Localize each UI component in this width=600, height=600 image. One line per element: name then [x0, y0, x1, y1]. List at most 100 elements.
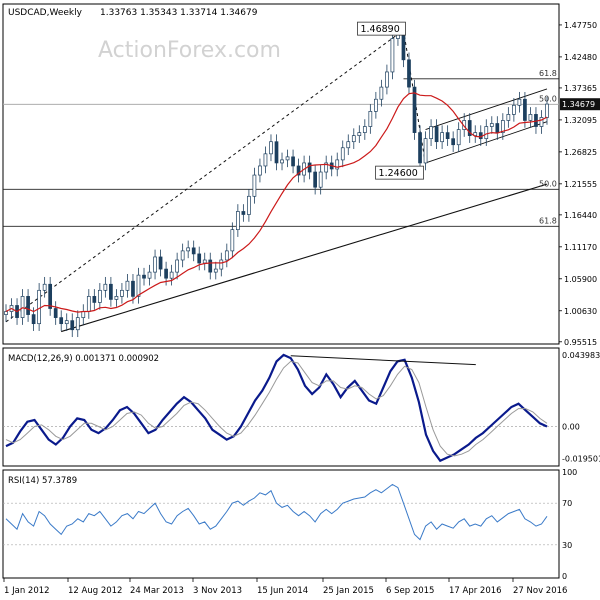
x-axis-label: 1 Jan 2012 — [4, 586, 50, 596]
candle-body — [247, 195, 251, 215]
candle-body — [313, 171, 317, 188]
candle-body — [473, 132, 478, 136]
watermark: ActionForex.com — [98, 38, 281, 63]
candle-body — [517, 98, 522, 106]
dashed-trendline — [5, 29, 404, 323]
candle-body — [285, 156, 290, 161]
price-axis-label: 1.37365 — [564, 84, 597, 93]
candle-body — [412, 86, 417, 133]
candle-body — [429, 126, 433, 140]
rsi-label: RSI(14) 57.3789 — [8, 476, 77, 486]
candle-body — [456, 129, 461, 146]
candle-body — [495, 123, 500, 133]
rsi-axis-label: 0 — [562, 572, 567, 581]
rsi-panel-frame — [2, 469, 560, 579]
x-axis-label: 17 Apr 2016 — [449, 586, 502, 596]
candle-body — [20, 296, 25, 318]
candle-body — [357, 132, 362, 136]
macd-axis-label: 0.043983 — [562, 351, 600, 360]
candle-body — [296, 165, 301, 176]
candle-body — [506, 114, 511, 121]
x-axis-label: 25 Jan 2015 — [323, 586, 374, 596]
candle-body — [103, 283, 108, 291]
macd-label: MACD(12,26,9) 0.001371 0.000902 — [8, 354, 159, 364]
long-term-support-line — [61, 183, 548, 333]
candle-body — [230, 229, 235, 252]
candle-body — [401, 32, 406, 61]
candle-body — [274, 141, 279, 164]
price-axis-label: 1.26825 — [564, 148, 597, 157]
candle-body — [4, 311, 8, 315]
candle-body — [158, 256, 163, 270]
candle-body — [31, 314, 36, 325]
candle-body — [92, 296, 97, 303]
candle-body — [213, 268, 218, 273]
high-label-box — [357, 21, 406, 36]
candle-body — [528, 114, 533, 121]
candle-body — [180, 250, 185, 261]
candle-body — [86, 296, 91, 312]
candle-body — [48, 283, 53, 309]
macd-axis-label: 0.00 — [562, 423, 580, 432]
x-axis-label: 12 Aug 2012 — [68, 586, 122, 596]
current-price-label: 1.34679 — [562, 100, 595, 109]
candle-body — [440, 132, 444, 143]
price-axis-label: 1.16440 — [564, 211, 597, 220]
x-axis-label: 6 Sep 2015 — [386, 586, 434, 596]
candle-body — [169, 271, 174, 279]
candle-body — [385, 71, 389, 88]
ohlc-readout: 1.33763 1.35343 1.33714 1.34679 — [100, 8, 258, 18]
candle-body — [263, 153, 268, 167]
candle-body — [114, 296, 119, 300]
candle-body — [445, 132, 450, 140]
candle-body — [109, 283, 113, 300]
candle-body — [269, 141, 273, 155]
candle-body — [53, 308, 58, 318]
rsi-axis-label: 100 — [562, 468, 577, 477]
low-label: 1.24600 — [379, 168, 418, 179]
candle-body — [37, 289, 41, 325]
candle-body — [186, 247, 191, 252]
candle-body — [219, 259, 224, 270]
price-axis-label: 1.47750 — [564, 21, 597, 30]
price-panel-frame — [2, 3, 560, 345]
candle-body — [307, 162, 312, 173]
candle-body — [390, 38, 395, 73]
candle-body — [523, 98, 527, 121]
candle-body — [489, 123, 494, 127]
candle-body — [539, 117, 544, 127]
moving-average-line — [5, 92, 548, 313]
channel-upper-line — [425, 88, 548, 130]
candle-body — [142, 274, 146, 279]
candle-body — [125, 280, 130, 291]
candle-body — [120, 289, 124, 297]
candle-body — [153, 256, 157, 273]
price-axis-label: 1.11170 — [564, 243, 597, 252]
candle-body — [434, 126, 439, 143]
high-label: 1.46890 — [360, 24, 399, 35]
fib-level-label: 61.8 — [539, 69, 557, 78]
candle-body — [545, 103, 549, 118]
candle-body — [467, 120, 472, 136]
candle-body — [81, 311, 86, 318]
x-axis-label: 24 Mar 2013 — [130, 586, 184, 596]
candle-body — [252, 174, 257, 197]
candle-body — [164, 268, 168, 279]
candle-body — [512, 104, 516, 115]
price-axis-label: 0.95515 — [564, 338, 597, 347]
candle-body — [197, 253, 202, 264]
price-axis-label: 1.05900 — [564, 275, 597, 284]
candle-body — [97, 289, 102, 303]
price-axis-label: 1.42480 — [564, 53, 597, 62]
candle-body — [191, 247, 196, 255]
candle-body — [291, 156, 295, 167]
macd-divergence-line — [290, 355, 476, 366]
macd-signal-line — [5, 360, 548, 457]
candle-body — [224, 250, 229, 261]
candle-body — [236, 211, 240, 231]
candle-body — [70, 320, 75, 331]
candle-body — [26, 296, 30, 315]
rsi-axis-label: 70 — [562, 499, 572, 508]
candle-body — [131, 280, 135, 297]
